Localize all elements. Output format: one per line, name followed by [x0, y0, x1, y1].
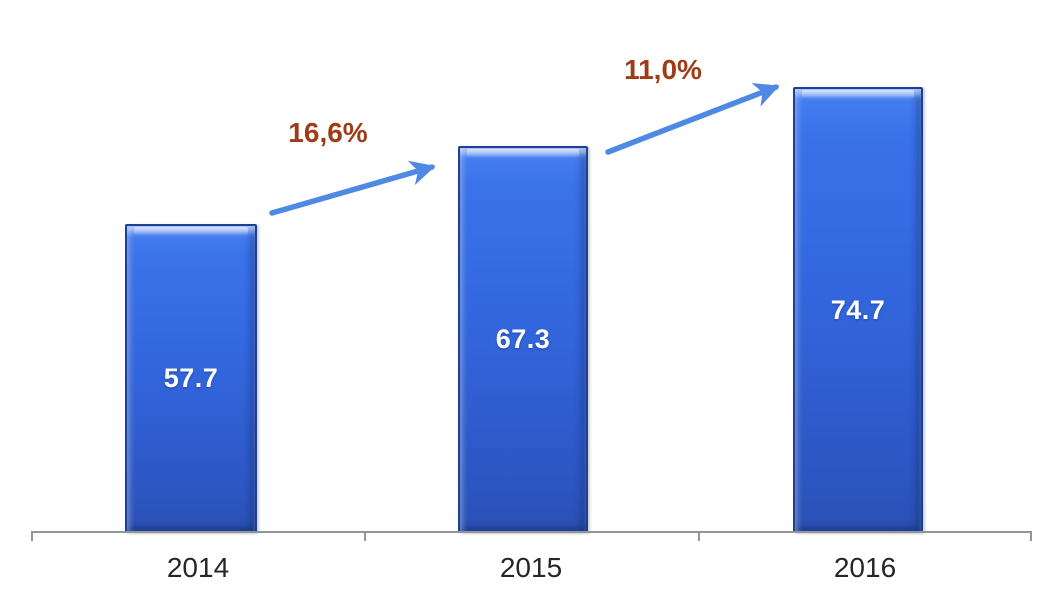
x-axis-tick [31, 531, 33, 541]
x-axis-line [31, 531, 1032, 533]
bar-value-label-2015: 67.3 [495, 324, 551, 354]
growth-label-2014-2015: 16,6% [288, 117, 368, 148]
growth-arrow-2015-2016 [605, 82, 780, 155]
bar-value-label-2014: 57.7 [163, 363, 219, 393]
bar-2015: 67.3 [458, 146, 588, 533]
x-axis-label-2016: 2016 [833, 552, 897, 583]
x-axis-label-2014: 2014 [166, 552, 230, 583]
bar-value-label-2016: 74.7 [830, 294, 886, 325]
growth-arrow-2014-2015 [269, 160, 436, 216]
x-axis-label-2015: 2015 [499, 552, 563, 583]
bar-2016: 74.7 [793, 87, 923, 533]
growth-label-2015-2016: 11,0% [624, 54, 702, 85]
x-axis-tick [698, 531, 700, 541]
x-axis-tick [364, 531, 366, 541]
x-axis-tick [1030, 531, 1032, 541]
bar-2014: 57.7 [125, 224, 257, 533]
